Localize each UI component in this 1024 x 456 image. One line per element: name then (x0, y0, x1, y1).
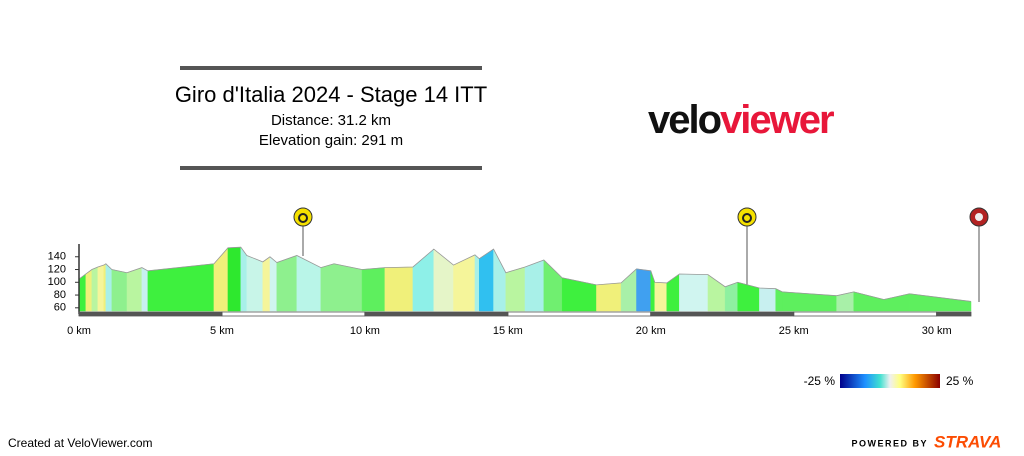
profile-segment (97, 264, 105, 312)
distance-band (507, 311, 652, 317)
y-tick-label: 80 (54, 289, 66, 301)
profile-segment (126, 267, 143, 312)
profile-segment (111, 269, 128, 312)
profile-segment (384, 266, 414, 312)
profile-segment (524, 259, 545, 312)
distance-band (78, 311, 223, 317)
profile-segment (320, 263, 335, 312)
chart-title: Giro d'Italia 2024 - Stage 14 ITT (175, 82, 487, 107)
distance-band (364, 311, 509, 317)
distance-band (936, 311, 972, 317)
profile-segment (147, 263, 215, 312)
profile-segment (493, 248, 507, 312)
x-tick-label: 30 km (922, 325, 952, 337)
profile-segment (141, 267, 149, 312)
distance-band (793, 311, 938, 317)
profile-segment (213, 247, 229, 312)
y-tick-label: 60 (54, 302, 66, 314)
profile-segment (505, 266, 526, 312)
profile-segment (543, 259, 563, 312)
profile-segment (474, 254, 480, 312)
credit: Created at VeloViewer.com (8, 436, 153, 450)
timecheck-marker (737, 207, 757, 286)
distance-band (221, 311, 366, 317)
profile-segment (759, 287, 776, 312)
x-tick-label: 5 km (210, 325, 234, 337)
profile-segment (91, 266, 99, 312)
profile-segment (775, 288, 783, 312)
profile-segment (433, 248, 454, 312)
profile-segment (666, 273, 680, 312)
finish-marker (969, 207, 989, 302)
profile-segment (707, 274, 726, 312)
profile-segment (596, 282, 622, 312)
brand: STRAVA (934, 432, 1001, 451)
profile-segment (620, 268, 637, 312)
x-tick-label: 0 km (67, 325, 91, 337)
timecheck-marker (293, 207, 313, 256)
profile-segment (561, 277, 597, 312)
y-tick-label: 140 (48, 251, 66, 263)
x-tick-label: 20 km (636, 325, 666, 337)
profile-segment (724, 281, 738, 312)
gradient-legend (840, 374, 940, 388)
profile-segment (103, 263, 107, 312)
profile-segment (654, 282, 668, 312)
x-tick-label: 25 km (779, 325, 809, 337)
profile-segment (262, 256, 271, 312)
profile-segment (909, 293, 972, 312)
powered-by: POWERED BY (851, 438, 928, 448)
logo-part: viewer (720, 98, 834, 142)
profile-segment (105, 263, 113, 312)
legend-label: 25 % (946, 374, 974, 388)
profile-segment (78, 273, 87, 312)
profile-segment (227, 246, 242, 312)
subtitle: Distance: 31.2 km (271, 112, 391, 129)
profile-segment (479, 248, 494, 312)
profile-outline (78, 246, 972, 302)
x-tick-label: 10 km (350, 325, 380, 337)
profile-segment (333, 263, 363, 312)
profile-segment (296, 255, 322, 312)
profile-segment (679, 273, 709, 312)
x-tick-label: 15 km (493, 325, 523, 337)
profile-segment (737, 281, 760, 312)
profile-segment (269, 256, 278, 312)
profile-segment (246, 255, 264, 312)
y-tick-label: 120 (48, 263, 66, 275)
profile-segment (636, 268, 652, 312)
subtitle: Elevation gain: 291 m (259, 132, 403, 149)
profile-segment (853, 291, 885, 312)
profile-segment (85, 269, 93, 312)
profile-segment (240, 246, 248, 312)
logo-part: velo (648, 98, 721, 142)
profile-segment (361, 267, 386, 312)
distance-band (650, 311, 795, 317)
profile-segment (276, 255, 298, 312)
logo: veloviewer (648, 98, 834, 142)
y-tick-label: 100 (48, 276, 66, 288)
legend-label: -25 % (804, 374, 836, 388)
